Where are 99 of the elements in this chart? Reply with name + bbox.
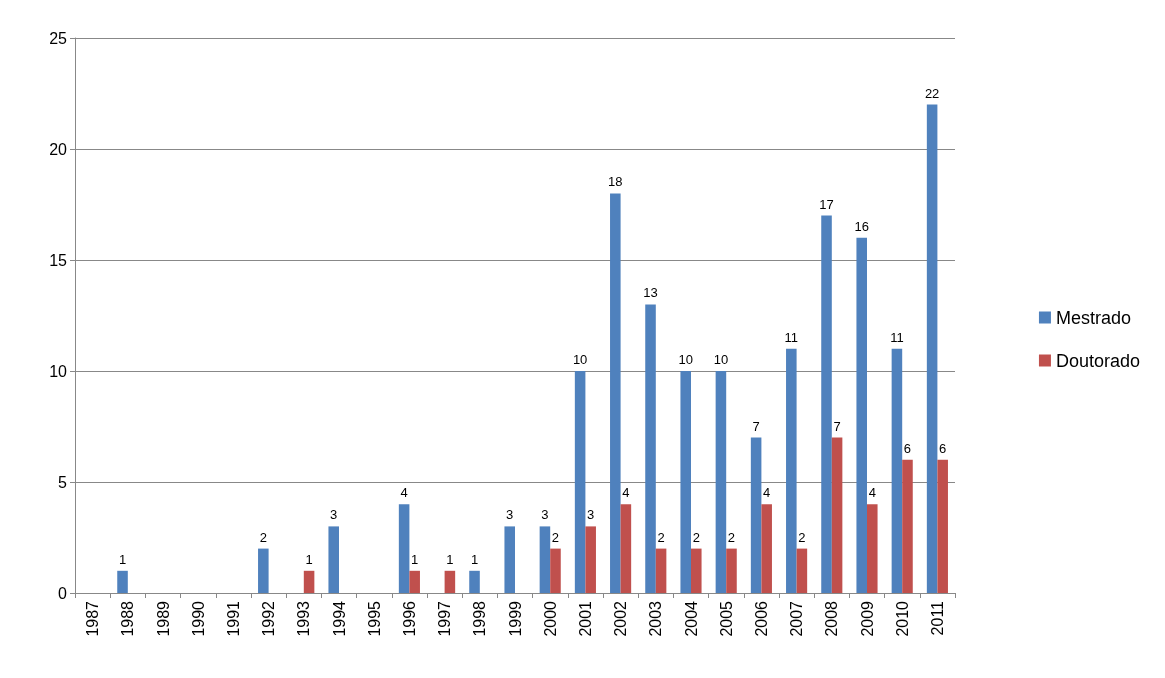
bar bbox=[610, 193, 621, 593]
data-label: 7 bbox=[833, 418, 841, 434]
x-tick-label: 1993 bbox=[295, 600, 313, 637]
data-label: 1 bbox=[446, 551, 454, 567]
data-label: 1 bbox=[411, 551, 419, 567]
y-tick-label: 25 bbox=[49, 29, 68, 47]
bar bbox=[539, 526, 551, 593]
bar bbox=[796, 548, 808, 593]
data-label: 1 bbox=[305, 551, 313, 567]
x-tick-label: 2007 bbox=[788, 600, 806, 637]
x-tick-label: 1994 bbox=[330, 600, 348, 637]
y-tick-label: 15 bbox=[49, 251, 68, 269]
data-label: 11 bbox=[784, 329, 799, 345]
bar bbox=[655, 548, 667, 593]
x-tick-label: 2008 bbox=[823, 600, 841, 637]
x-tick-label: 2003 bbox=[647, 600, 665, 637]
x-tick-label: 1997 bbox=[436, 600, 454, 637]
bar bbox=[574, 371, 586, 593]
x-tick-label: 2009 bbox=[858, 600, 876, 637]
bar bbox=[328, 526, 339, 593]
bar bbox=[691, 548, 702, 593]
bar bbox=[750, 437, 762, 593]
data-label: 6 bbox=[903, 440, 912, 456]
bar bbox=[585, 526, 596, 593]
data-label: 2 bbox=[727, 529, 736, 545]
x-tick-label: 1998 bbox=[471, 600, 489, 637]
data-label: 13 bbox=[643, 285, 658, 301]
bar bbox=[550, 548, 561, 593]
data-label: 4 bbox=[868, 485, 876, 501]
x-tick-label: 2011 bbox=[928, 600, 946, 636]
data-label: 10 bbox=[572, 352, 588, 367]
data-label: 3 bbox=[330, 507, 338, 523]
bar bbox=[258, 548, 269, 593]
bar bbox=[398, 504, 410, 593]
x-tick-label: 2001 bbox=[576, 600, 594, 637]
bar bbox=[117, 570, 128, 593]
x-tick-label: 2010 bbox=[893, 600, 911, 637]
bar bbox=[504, 526, 515, 593]
bar bbox=[891, 348, 903, 593]
bar bbox=[786, 348, 797, 593]
x-tick-label: 2006 bbox=[752, 600, 770, 637]
x-tick-label: 1987 bbox=[84, 600, 102, 637]
bar bbox=[444, 570, 456, 593]
data-label: 2 bbox=[657, 529, 665, 545]
data-label: 3 bbox=[506, 507, 514, 523]
bar bbox=[831, 437, 843, 593]
data-label: 2 bbox=[692, 529, 700, 545]
data-label: 1 bbox=[118, 551, 127, 567]
data-label: 6 bbox=[939, 440, 947, 456]
data-label: 22 bbox=[924, 85, 940, 101]
data-label: 4 bbox=[763, 485, 771, 501]
bar bbox=[902, 459, 913, 593]
x-tick-label: 2005 bbox=[717, 600, 735, 637]
x-tick-label: 1989 bbox=[154, 600, 172, 637]
x-tick-label: 1999 bbox=[506, 600, 524, 637]
x-tick-label: 1992 bbox=[260, 600, 278, 637]
y-tick-label: 5 bbox=[58, 473, 68, 491]
bar bbox=[645, 304, 656, 593]
data-label: 10 bbox=[678, 352, 693, 367]
x-tick-label: 1996 bbox=[400, 600, 418, 637]
bar bbox=[867, 504, 878, 593]
data-label: 17 bbox=[819, 196, 834, 212]
x-tick-label: 1988 bbox=[119, 600, 137, 637]
y-tick-label: 10 bbox=[49, 362, 68, 380]
x-tick-label: 1991 bbox=[224, 600, 242, 637]
bar bbox=[726, 548, 737, 593]
bar bbox=[680, 371, 691, 593]
data-label: 10 bbox=[713, 352, 729, 367]
bar bbox=[856, 237, 867, 593]
data-label: 11 bbox=[890, 329, 904, 345]
data-label: 1 bbox=[470, 551, 479, 567]
bar bbox=[761, 504, 772, 593]
x-tick-label: 2002 bbox=[612, 600, 630, 637]
bar bbox=[409, 570, 420, 593]
data-label: 3 bbox=[587, 507, 595, 523]
bar bbox=[620, 504, 632, 593]
x-tick-label: 1990 bbox=[189, 600, 207, 637]
bar bbox=[937, 459, 948, 593]
data-label: 2 bbox=[259, 529, 267, 545]
data-label: 3 bbox=[541, 507, 549, 523]
x-tick-label: 2004 bbox=[682, 600, 700, 637]
legend-label: Doutorado bbox=[1055, 350, 1140, 371]
y-tick-label: 20 bbox=[49, 140, 68, 158]
y-tick-label: 0 bbox=[58, 584, 68, 602]
bar bbox=[715, 371, 727, 593]
bar bbox=[926, 104, 938, 593]
bar bbox=[303, 570, 315, 593]
data-label: 2 bbox=[551, 529, 560, 545]
data-label: 16 bbox=[854, 218, 869, 234]
data-label: 2 bbox=[798, 529, 806, 545]
x-tick-label: 1995 bbox=[365, 600, 383, 637]
bar bbox=[821, 215, 832, 593]
data-label: 4 bbox=[400, 485, 408, 501]
data-label: 7 bbox=[752, 418, 760, 434]
data-label: 18 bbox=[608, 174, 623, 190]
legend-label: Mestrado bbox=[1055, 307, 1131, 328]
x-tick-label: 2000 bbox=[541, 600, 559, 637]
bar bbox=[469, 570, 480, 593]
data-label: 4 bbox=[622, 485, 630, 501]
